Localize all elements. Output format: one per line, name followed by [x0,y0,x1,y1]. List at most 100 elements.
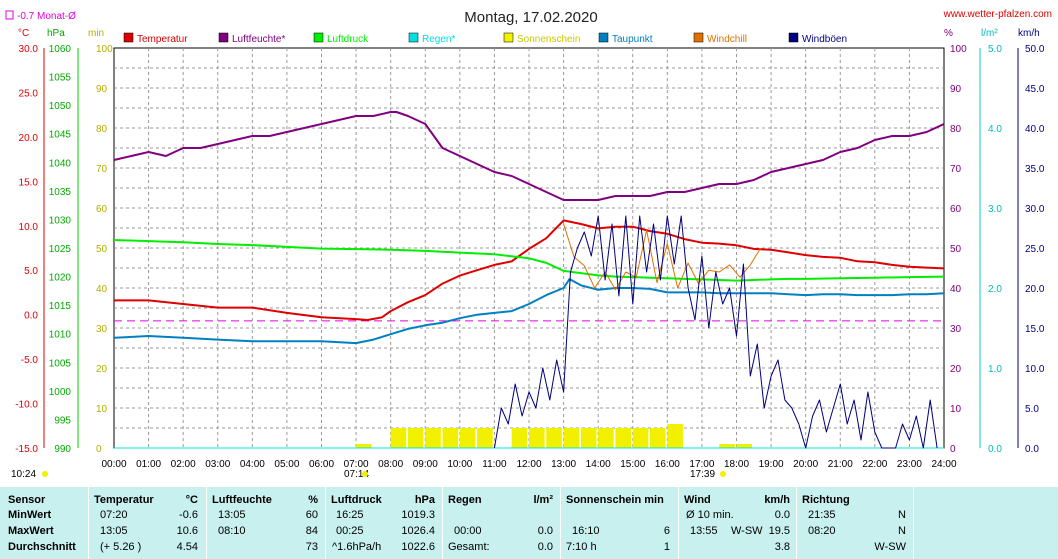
y-tick-label-wind: 20.0 [1025,284,1045,295]
y-tick-label-sunshine: 70 [96,164,108,175]
y-tick-label-wind: 15.0 [1025,324,1045,335]
avg-press-trend: ^1.6hPa/h [332,541,382,553]
legend-label: Windchill [707,34,747,45]
x-tick-label: 18:00 [724,459,749,470]
unit-rain: l/m² [981,28,998,39]
y-tick-label-sunshine: 90 [96,84,108,95]
max-temp: 10.6 [176,525,198,537]
header-temp-unit: °C [185,494,198,506]
x-tick-label: 06:00 [309,459,334,470]
month-avg-marker-icon [5,10,14,20]
avg-temp: 4.54 [176,541,198,553]
col-divider [325,487,326,559]
current-time-icon [42,471,48,477]
x-tick-label: 22:00 [862,459,887,470]
y-tick-label-temperature: 5.0 [24,266,38,277]
unit-temp: °C [18,28,29,39]
y-tick-label-wind: 35.0 [1025,164,1045,175]
series-line-windböen [493,215,938,449]
avg-hum: 73 [305,541,318,553]
x-tick-label: 13:00 [551,459,576,470]
x-tick-label: 21:00 [828,459,853,470]
y-tick-label-temperature: -15.0 [15,444,38,455]
y-tick-label-wind: 50.0 [1025,44,1045,55]
series-lines [113,111,945,449]
y-tick-label-pressure: 1000 [49,387,72,398]
avg-rain-label: Gesamt: [448,541,490,553]
y-tick-label-sunshine: 30 [96,324,108,335]
max-rain-time: 00:00 [454,525,482,537]
legend-swatch [313,32,324,43]
month-avg-label: -0.7 Monat-Ø [17,11,76,22]
y-tick-label-rain: 1.0 [988,364,1002,375]
legend-label: Regen* [422,34,455,45]
x-tick-label: 05:00 [274,459,299,470]
y-tick-label-pressure: 995 [54,415,71,426]
y-tick-label-sunshine: 20 [96,364,108,375]
y-tick-label-humidity: 70 [950,164,962,175]
min-dir-time: 21:35 [808,509,836,521]
legend-swatch [123,32,134,43]
series-line-taupunkt [113,278,945,345]
header-dir: Richtung [802,494,850,506]
legend-label: Luftfeuchte* [232,34,285,45]
x-tick-label: 15:00 [620,459,645,470]
y-tick-label-rain: 5.0 [988,44,1002,55]
min-dir: N [898,509,906,521]
min-press-time: 16:25 [336,509,364,521]
header-wind-unit: km/h [764,494,790,506]
y-tick-label-pressure: 1005 [49,358,72,369]
sunshine-bar [736,444,753,448]
header-rain: Regen [448,494,482,506]
legend-swatch [503,32,514,43]
header-press: Luftdruck [331,494,382,506]
y-tick-label-rain: 2.0 [988,284,1002,295]
min-wind: 0.0 [774,509,790,521]
sunrise-label: 07:14 [344,469,369,480]
header-temp: Temperatur [94,494,154,506]
x-tick-label: 08:00 [378,459,403,470]
y-tick-label-humidity: 80 [950,124,962,135]
y-tick-label-pressure: 990 [54,444,71,455]
x-tick-label: 12:00 [516,459,541,470]
chart-title: Montag, 17.02.2020 [464,9,597,26]
unit-wind: km/h [1018,28,1040,39]
series-line-luftdruck [113,239,945,282]
website-label[interactable]: www.wetter-pfalzen.com [943,9,1052,20]
sunset-label: 17:39 [690,469,715,480]
max-press-time: 00:25 [336,525,364,537]
min-temp: -0.6 [179,509,198,521]
max-wind: 19.5 [768,525,790,537]
y-tick-label-wind: 40.0 [1025,124,1045,135]
y-tick-label-rain: 0.0 [988,444,1002,455]
max-rain: 0.0 [537,525,553,537]
avg-wind: 3.8 [774,541,790,553]
avg-sun: 1 [663,541,670,553]
x-tick-label: 02:00 [171,459,196,470]
x-tick-label: 23:00 [897,459,922,470]
y-tick-label-humidity: 100 [950,44,967,55]
max-dir-time: 08:20 [808,525,836,537]
sunshine-bar [615,428,632,448]
x-tick-label: 09:00 [413,459,438,470]
sunshine-bar [563,428,580,448]
max-wind-dir: W-SW [731,525,763,537]
y-tick-label-sunshine: 50 [96,244,108,255]
x-tick-label: 14:00 [586,459,611,470]
y-tick-label-pressure: 1035 [49,187,72,198]
row-min-label: MinWert [8,509,52,521]
y-tick-label-sunshine: 80 [96,124,108,135]
legend-label: Windböen [802,34,847,45]
max-press: 1026.4 [401,525,435,537]
min-press: 1019.3 [401,509,435,521]
sunshine-bar [442,428,459,448]
y-tick-label-humidity: 40 [950,284,962,295]
col-divider [442,487,443,559]
y-tick-label-temperature: 0.0 [24,311,38,322]
y-tick-label-wind: 0.0 [1025,444,1039,455]
sunshine-bar [529,428,545,448]
header-hum-unit: % [308,494,318,506]
header-press-unit: hPa [414,494,435,506]
y-tick-label-rain: 4.0 [988,124,1002,135]
x-tick-label: 20:00 [793,459,818,470]
